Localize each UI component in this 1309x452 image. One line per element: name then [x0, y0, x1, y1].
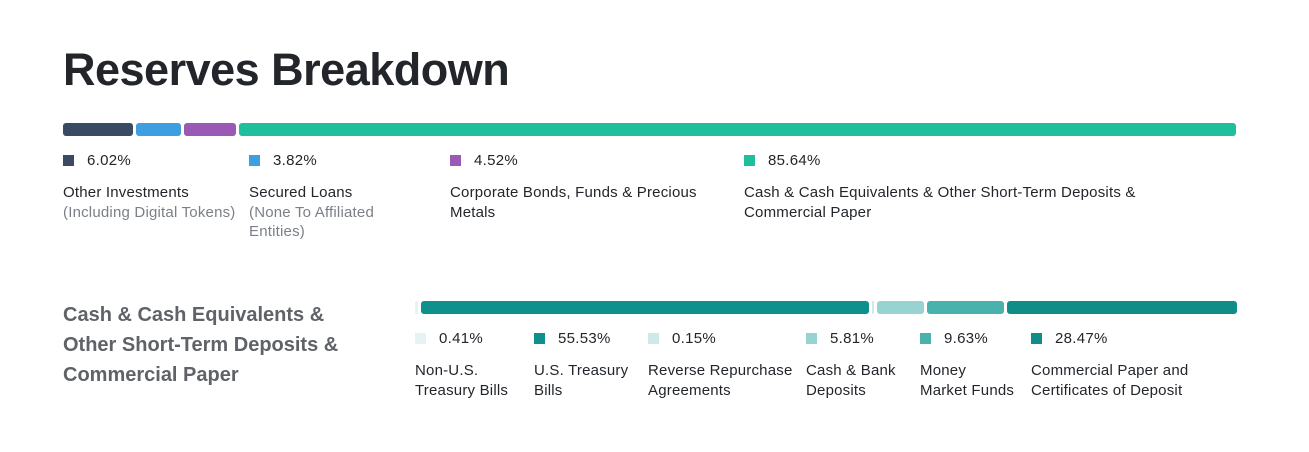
legend-percent: 55.53%: [558, 329, 611, 347]
legend-swatch: [648, 332, 659, 344]
legend-percent: 9.63%: [944, 329, 989, 347]
legend-label: Cash & Cash Equivalents & Other Short-Te…: [744, 184, 1136, 221]
legend-percent: 3.82%: [273, 151, 318, 169]
legend-percent: 28.47%: [1055, 329, 1108, 347]
legend-item: 0.15% Reverse Repurchase Agreements: [648, 328, 798, 400]
legend-label: Corporate Bonds, Funds & Precious Metals: [450, 184, 697, 221]
legend-swatch: [249, 154, 260, 166]
legend-label: Other Investments: [63, 184, 189, 201]
bar-segment: [876, 301, 924, 314]
legend-item: 28.47% Commercial Paper and Certificates …: [1031, 328, 1221, 400]
bar-segment: [183, 123, 237, 136]
bar-segment: [926, 301, 1005, 314]
legend-swatch: [63, 154, 74, 166]
cash-equivalents-stacked-bar: [415, 301, 1237, 314]
bar-segment: [1007, 301, 1237, 314]
legend-swatch: [920, 332, 931, 344]
bar-segment: [239, 123, 1236, 136]
legend-percent: 0.15%: [672, 329, 717, 347]
legend-sublabel: (Including Digital Tokens): [63, 203, 236, 221]
legend-percent: 85.64%: [768, 151, 821, 169]
legend-item: 4.52% Corporate Bonds, Funds & Precious M…: [450, 150, 710, 222]
legend-label: U.S. Treasury Bills: [534, 362, 629, 399]
legend-label: Cash & Bank Deposits: [806, 362, 896, 399]
bar-segment: [136, 123, 181, 136]
legend-label: Non-U.S. Treasury Bills: [415, 362, 509, 399]
bar-segment: [421, 301, 869, 314]
legend-percent: 6.02%: [87, 151, 132, 169]
legend-percent: 0.41%: [439, 329, 484, 347]
legend-label: Secured Loans: [249, 184, 353, 201]
legend-item: 55.53% U.S. Treasury Bills: [534, 328, 629, 400]
legend-item: 9.63% Money Market Funds: [920, 328, 1015, 400]
legend-item: 5.81% Cash & Bank Deposits: [806, 328, 901, 400]
legend-item: 85.64% Cash & Cash Equivalents & Other Sh…: [744, 150, 1214, 222]
legend-percent: 5.81%: [830, 329, 875, 347]
bar-segment: [415, 301, 419, 314]
legend-item: 3.82% Secured Loans (None To Affiliated En…: [249, 150, 424, 242]
legend-percent: 4.52%: [474, 151, 519, 169]
legend-label: Reverse Repurchase Agreements: [648, 362, 793, 399]
legend-item: 6.02% Other Investments (Including Digital…: [63, 150, 238, 222]
legend-swatch: [744, 154, 755, 166]
legend-sublabel: (None To Affiliated Entities): [249, 203, 374, 241]
bar-segment: [63, 123, 134, 136]
reserves-stacked-bar: [63, 123, 1236, 136]
section-heading: Cash & Cash Equivalents & Other Short-Te…: [63, 304, 339, 386]
legend-swatch: [534, 332, 545, 344]
bar-segment: [871, 301, 874, 314]
legend-label: Commercial Paper and Certificates of Dep…: [1031, 362, 1189, 399]
legend-swatch: [415, 332, 426, 344]
legend-item: 0.41% Non-U.S. Treasury Bills: [415, 328, 510, 400]
legend-swatch: [806, 332, 817, 344]
legend-label: Money Market Funds: [920, 362, 1015, 399]
page-title: Reserves Breakdown: [63, 44, 510, 95]
legend-swatch: [450, 154, 461, 166]
legend-swatch: [1031, 332, 1042, 344]
